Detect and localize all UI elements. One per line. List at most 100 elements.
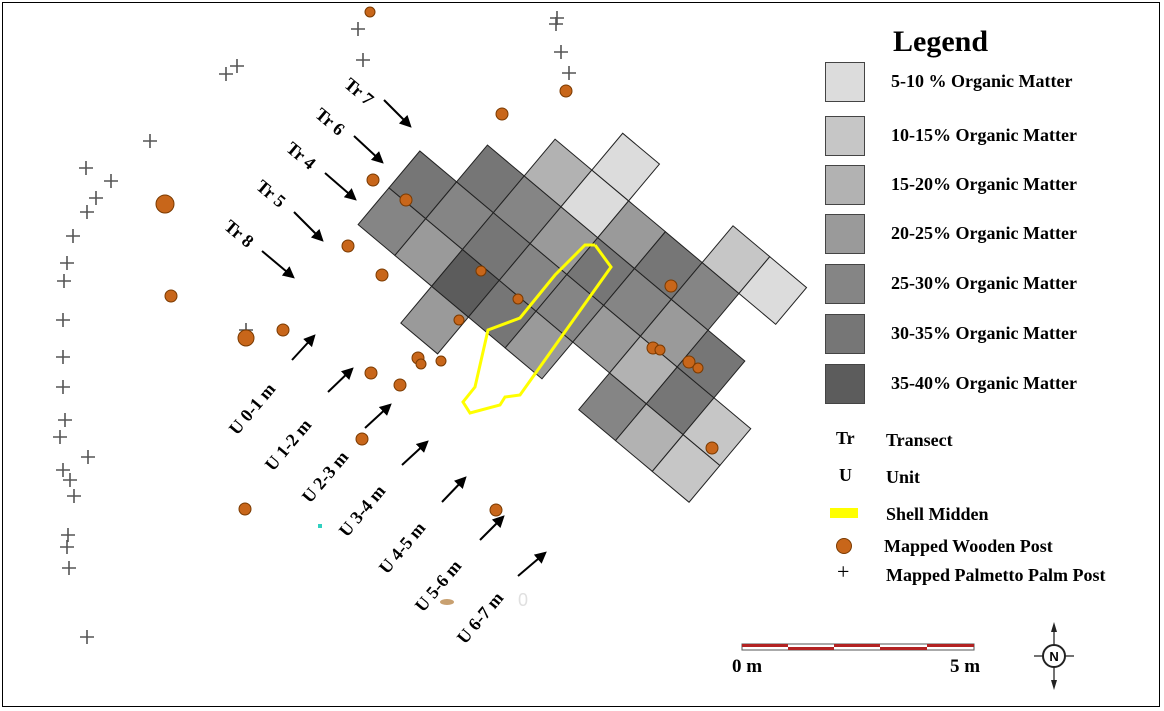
wooden-post-marker: [276, 323, 290, 337]
transect-legend-label: Transect: [886, 430, 953, 450]
unit-label-4-5: U 4-5 m: [375, 518, 430, 578]
wooden-post-marker: [155, 194, 175, 214]
swatch-20-25: [825, 214, 865, 254]
palmetto-post-marker: [63, 473, 77, 487]
palmetto-post-marker: [356, 53, 370, 67]
palmetto-post-marker: [60, 256, 74, 270]
legend: Legend 5-10 % Organic Matter 10-15% Orga…: [820, 25, 1160, 605]
palmetto-post-marker: [67, 489, 81, 503]
direction-arrow: [383, 99, 412, 128]
unit-label-1-2: U 1-2 m: [261, 415, 316, 475]
palmetto-post-marker: [81, 450, 95, 464]
unit-label-3-4: U 3-4 m: [335, 481, 390, 541]
orange-dot-icon: [836, 538, 852, 554]
direction-arrow: [441, 476, 467, 503]
direction-arrow: [517, 551, 547, 577]
swatch-15-20: [825, 165, 865, 205]
transect-label-tr5: Tr 5: [252, 176, 289, 212]
legend-label-5-10: 5-10 % Organic Matter: [891, 71, 1073, 91]
palmetto-post-marker: [56, 463, 70, 477]
unit-legend-label: Unit: [886, 467, 921, 487]
swatch-30-35: [825, 314, 865, 354]
plus-icon: +: [837, 559, 850, 584]
palmetto-post-marker: [53, 430, 67, 444]
palmetto-post-marker: [104, 174, 118, 188]
direction-arrow: [324, 172, 357, 201]
wooden-post-marker: [664, 279, 678, 293]
legend-title: Legend: [893, 25, 989, 58]
palmetto-post-marker: [89, 191, 103, 205]
palmetto-post-marker: [60, 540, 74, 554]
legend-label-35-40: 35-40% Organic Matter: [891, 373, 1077, 393]
grid-cell: [676, 329, 746, 399]
palmetto-post-marker: [549, 17, 563, 31]
wooden-post-marker: [435, 355, 447, 367]
palmetto-post-marker: [66, 229, 80, 243]
swatch-5-10: [825, 62, 865, 102]
direction-arrow: [364, 403, 392, 429]
direction-arrow: [291, 334, 316, 361]
palmetto-post-marker: [550, 11, 564, 25]
unit-label-6-7: U 6-7 m: [453, 588, 508, 648]
scale-bar: [741, 643, 975, 651]
palmetto-post-marker: [80, 630, 94, 644]
transect-label-tr6: Tr 6: [311, 104, 348, 140]
wooden-post-marker: [364, 366, 378, 380]
wooden-post-marker: [512, 293, 524, 305]
wooden-post-marker: [341, 239, 355, 253]
swatch-35-40: [825, 364, 865, 404]
wooden-post-marker: [393, 378, 407, 392]
direction-arrow: [479, 515, 505, 541]
legend-label-10-15: 10-15% Organic Matter: [891, 125, 1077, 145]
legend-label-15-20: 15-20% Organic Matter: [891, 174, 1077, 194]
palmetto-posts: [53, 11, 576, 644]
unit-symbol: U: [839, 465, 852, 485]
legend-label-25-30: 25-30% Organic Matter: [891, 273, 1077, 293]
wooden-post-marker: [164, 289, 178, 303]
palmetto-post-marker: [58, 413, 72, 427]
palmetto-post-marker: [79, 161, 93, 175]
wooden-post-marker: [682, 355, 696, 369]
transect-label-tr8: Tr 8: [220, 216, 257, 252]
unit-label-0-1: U 0-1 m: [225, 379, 280, 439]
direction-arrow: [327, 367, 354, 393]
palmetto-post-marker: [56, 380, 70, 394]
palmetto-post-marker: [143, 134, 157, 148]
wooden-post-marker: [692, 362, 704, 374]
wooden-post-legend-label: Mapped Wooden Post: [884, 536, 1053, 556]
palmetto-post-marker: [56, 350, 70, 364]
arrows: [261, 99, 547, 577]
palmetto-post-marker: [56, 313, 70, 327]
scale-end-label: 5 m: [950, 656, 981, 677]
wooden-posts: [155, 6, 719, 517]
direction-arrow: [261, 250, 295, 279]
palmetto-post-marker: [62, 561, 76, 575]
direction-arrow: [401, 440, 429, 466]
legend-label-20-25: 20-25% Organic Matter: [891, 223, 1077, 243]
palmetto-post-legend-label: Mapped Palmetto Palm Post: [886, 565, 1106, 585]
palmetto-post-marker: [562, 66, 576, 80]
grid-cell: [591, 132, 661, 202]
wooden-post-marker: [375, 268, 389, 282]
wooden-post-marker: [364, 6, 376, 18]
swatch-10-15: [825, 116, 865, 156]
excavation-grid: [357, 132, 808, 503]
transect-label-tr4: Tr 4: [282, 138, 319, 174]
svg-text:N: N: [1049, 649, 1058, 664]
legend-label-30-35: 30-35% Organic Matter: [891, 323, 1077, 343]
unit-label-2-3: U 2-3 m: [298, 447, 353, 507]
direction-arrow: [293, 211, 324, 242]
palmetto-post-marker: [351, 22, 365, 36]
shell-midden-outline: [461, 243, 613, 415]
wooden-post-marker: [453, 314, 465, 326]
wooden-post-marker: [238, 502, 252, 516]
wooden-post-marker: [237, 329, 255, 347]
transect-label-tr7: Tr 7: [340, 74, 377, 110]
wooden-post-marker: [475, 265, 487, 277]
faint-mark: [440, 599, 454, 605]
wooden-post-marker: [495, 107, 509, 121]
palmetto-post-marker: [61, 528, 75, 542]
scale-start-label: 0 m: [732, 656, 763, 677]
shell-midden-legend-label: Shell Midden: [886, 504, 989, 524]
